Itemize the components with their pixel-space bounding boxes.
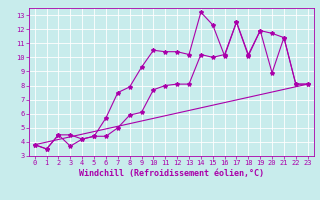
X-axis label: Windchill (Refroidissement éolien,°C): Windchill (Refroidissement éolien,°C): [79, 169, 264, 178]
